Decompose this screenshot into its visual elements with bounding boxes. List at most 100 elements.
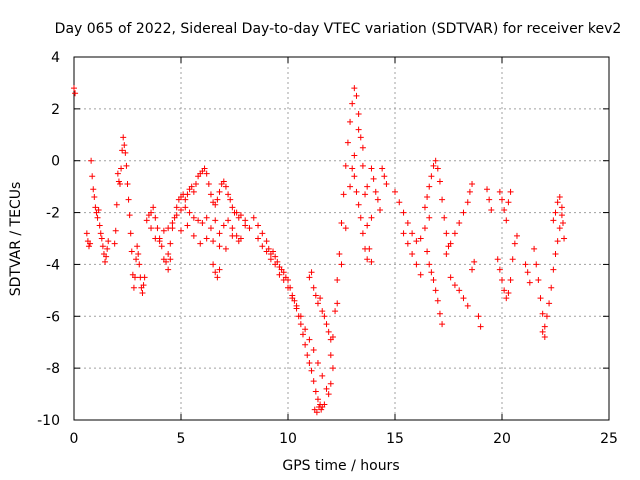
data-point-marker [203,235,210,242]
y-tick-label: -4 [46,257,60,273]
data-point-marker [229,232,236,239]
data-point-marker [314,396,321,403]
data-point-marker [114,170,121,177]
data-point-marker [332,308,339,315]
data-point-marker [276,271,283,278]
data-point-marker [190,214,197,221]
data-point-marker [113,201,120,208]
data-point-marker [368,214,375,221]
data-point-marker [541,334,548,341]
data-point-marker [103,253,110,260]
data-point-marker [404,240,411,247]
data-point-marker [72,90,79,97]
data-point-marker [417,271,424,278]
data-point-marker [381,173,388,180]
data-point-marker [319,308,326,315]
data-point-marker [327,380,334,387]
data-point-marker [499,276,505,283]
data-point-marker [140,282,147,289]
data-point-marker [197,240,204,247]
data-point-marker [327,352,334,359]
data-point-marker [434,297,441,304]
data-point-marker [372,188,379,195]
data-point-marker [102,258,109,265]
data-point-marker [355,201,362,208]
tick-layer: 0 5 10 15 20 25 -10 -8 -6 -4 -2 0 2 4 [37,50,618,447]
data-point-marker [451,282,458,289]
data-point-marker [222,183,229,190]
data-point-marker [242,222,249,229]
data-point-marker [99,243,106,250]
data-point-marker [105,238,112,245]
data-point-marker [404,219,411,226]
data-point-marker [186,209,193,216]
data-point-marker [344,139,351,146]
data-point-marker [182,196,189,203]
data-point-marker [338,261,345,268]
data-point-marker [475,313,482,320]
data-point-marker [154,225,161,232]
data-point-marker [148,209,155,216]
data-point-marker [152,214,159,221]
data-point-marker [364,183,371,190]
data-point-marker [507,276,514,283]
data-point-marker [325,391,332,398]
data-point-marker [464,199,471,206]
data-point-marker [160,227,167,234]
data-point-marker [259,243,266,250]
data-point-marker [182,204,189,211]
data-point-marker [125,196,132,203]
y-tick-label: 0 [51,154,60,170]
data-point-marker [374,196,381,203]
y-tick-label: -10 [37,413,60,429]
data-point-marker [299,331,306,338]
data-point-marker [496,266,503,273]
data-point-marker [451,230,458,237]
data-point-marker [426,214,433,221]
data-point-marker [71,85,77,92]
data-point-marker [334,276,341,283]
data-point-marker [533,261,540,268]
data-point-marker [355,111,362,118]
data-point-marker [120,134,127,141]
data-point-marker [263,238,270,245]
y-tick-label: -8 [46,361,60,377]
data-point-marker [362,245,369,252]
data-point-marker [173,204,180,211]
data-point-marker [199,219,206,226]
data-point-marker [351,85,358,92]
data-point-marker [297,313,304,320]
data-point-marker [85,243,92,250]
data-point-marker [428,173,435,180]
data-point-marker [537,295,544,302]
data-point-marker [229,204,236,211]
data-point-marker [524,269,531,276]
data-point-marker [165,251,172,258]
data-point-marker [342,225,349,232]
data-point-marker [359,230,366,237]
data-point-marker [441,214,448,221]
x-tick-label: 10 [279,431,297,447]
data-point-marker [364,222,371,229]
data-point-marker [424,248,431,255]
data-point-marker [90,186,97,193]
data-point-marker [126,212,133,219]
data-point-marker [150,204,157,211]
data-point-marker [535,276,542,283]
data-point-marker [220,178,227,185]
data-point-marker [280,276,287,283]
data-point-marker [304,352,311,359]
data-point-marker [443,230,450,237]
data-point-marker [148,225,155,232]
data-point-marker [554,238,561,245]
data-point-marker [464,302,471,309]
data-point-marker [554,199,561,206]
data-point-marker [111,240,118,247]
data-point-marker [225,191,232,198]
data-point-marker [285,284,291,291]
data-point-marker [439,196,446,203]
data-point-marker [312,292,319,299]
data-point-marker [135,251,142,258]
data-point-marker [329,334,336,341]
